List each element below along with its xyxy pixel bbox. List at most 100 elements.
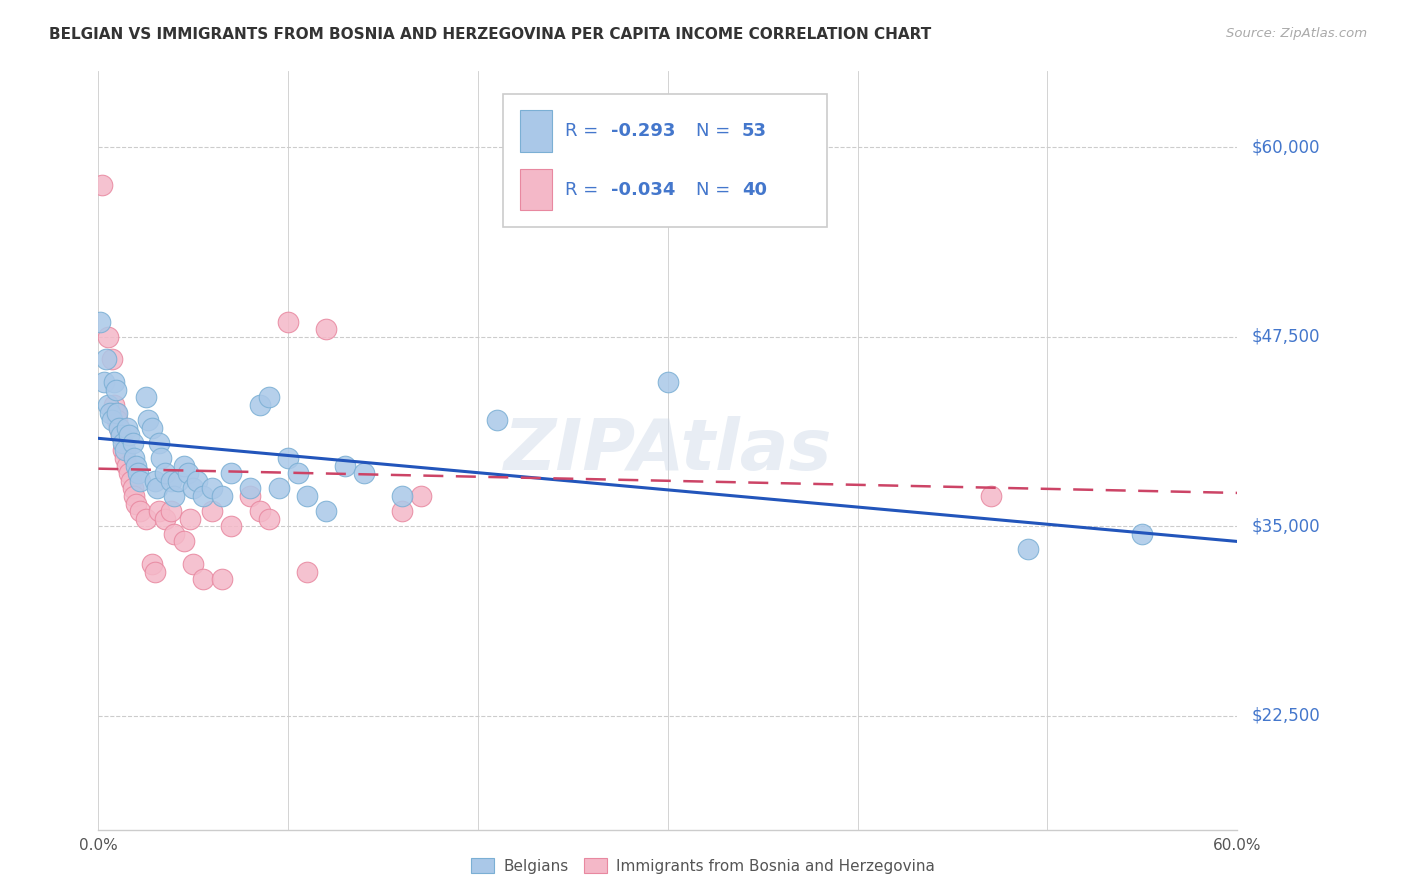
Point <box>118 428 141 442</box>
Point <box>145 474 167 488</box>
Point <box>115 421 138 435</box>
Point <box>179 511 201 525</box>
Point <box>163 489 186 503</box>
Point <box>183 482 205 496</box>
Point <box>110 428 132 442</box>
Point <box>120 474 142 488</box>
Point <box>107 413 129 427</box>
FancyBboxPatch shape <box>520 169 551 211</box>
Text: 40: 40 <box>742 181 766 199</box>
Point <box>118 466 141 480</box>
Point <box>186 474 208 488</box>
Point <box>100 352 122 367</box>
Point <box>201 482 224 496</box>
Point <box>391 504 413 518</box>
Point <box>115 458 138 473</box>
Point <box>114 451 136 466</box>
Point <box>221 466 243 480</box>
Point <box>211 489 233 503</box>
Point <box>103 375 125 389</box>
Point <box>249 504 271 518</box>
Point <box>191 489 214 503</box>
Text: $47,500: $47,500 <box>1251 327 1320 346</box>
Point <box>89 315 111 329</box>
Point <box>277 315 299 329</box>
Point <box>486 413 509 427</box>
Point <box>211 573 233 587</box>
Text: N =: N = <box>696 181 737 199</box>
Point <box>259 391 281 405</box>
Point <box>153 466 176 480</box>
Point <box>173 458 195 473</box>
Point <box>1132 526 1154 541</box>
Point <box>191 573 214 587</box>
Point <box>91 178 114 192</box>
Point <box>104 405 127 419</box>
Text: Source: ZipAtlas.com: Source: ZipAtlas.com <box>1226 27 1367 40</box>
Text: R =: R = <box>565 122 605 140</box>
Text: -0.293: -0.293 <box>612 122 675 140</box>
Point <box>391 489 413 503</box>
Point <box>315 322 337 336</box>
Point <box>135 391 157 405</box>
Point <box>146 482 169 496</box>
Point <box>411 489 433 503</box>
Point <box>110 428 132 442</box>
Point <box>297 489 319 503</box>
Point <box>136 413 159 427</box>
Point <box>103 398 125 412</box>
Text: -0.034: -0.034 <box>612 181 675 199</box>
Point <box>124 451 146 466</box>
Point <box>112 436 135 450</box>
Point <box>163 526 186 541</box>
Point <box>287 466 309 480</box>
Point <box>167 474 190 488</box>
Point <box>104 383 127 397</box>
Text: ZIPAtlas: ZIPAtlas <box>503 416 832 485</box>
Point <box>98 405 121 419</box>
Point <box>657 375 679 389</box>
Point <box>221 519 243 533</box>
Point <box>159 474 181 488</box>
Point <box>173 534 195 549</box>
Legend: Belgians, Immigrants from Bosnia and Herzegovina: Belgians, Immigrants from Bosnia and Her… <box>465 852 941 880</box>
Point <box>100 413 122 427</box>
Point <box>129 504 152 518</box>
Point <box>94 352 117 367</box>
Text: $35,000: $35,000 <box>1251 517 1320 535</box>
Point <box>159 504 181 518</box>
Point <box>97 398 120 412</box>
Point <box>277 451 299 466</box>
Text: $22,500: $22,500 <box>1251 706 1320 725</box>
Point <box>112 443 135 458</box>
Text: 53: 53 <box>742 122 766 140</box>
Point <box>148 504 170 518</box>
Text: $60,000: $60,000 <box>1251 138 1320 156</box>
Point <box>129 474 152 488</box>
Point <box>125 458 148 473</box>
Point <box>353 466 375 480</box>
Point <box>108 421 131 435</box>
Point <box>239 482 262 496</box>
Point <box>108 421 131 435</box>
Text: R =: R = <box>565 181 605 199</box>
Point <box>183 557 205 572</box>
FancyBboxPatch shape <box>503 95 827 227</box>
Point <box>141 421 163 435</box>
Point <box>148 436 170 450</box>
Point <box>121 482 143 496</box>
Point <box>121 436 143 450</box>
Point <box>297 565 319 579</box>
Point <box>176 466 198 480</box>
FancyBboxPatch shape <box>520 111 551 153</box>
Point <box>201 504 224 518</box>
Point <box>267 482 290 496</box>
Point <box>125 496 148 510</box>
Point <box>315 504 337 518</box>
Text: BELGIAN VS IMMIGRANTS FROM BOSNIA AND HERZEGOVINA PER CAPITA INCOME CORRELATION : BELGIAN VS IMMIGRANTS FROM BOSNIA AND HE… <box>49 27 931 42</box>
Point <box>114 443 136 458</box>
Point <box>1018 541 1040 557</box>
Point <box>335 458 357 473</box>
Point <box>979 489 1001 503</box>
Text: N =: N = <box>696 122 737 140</box>
